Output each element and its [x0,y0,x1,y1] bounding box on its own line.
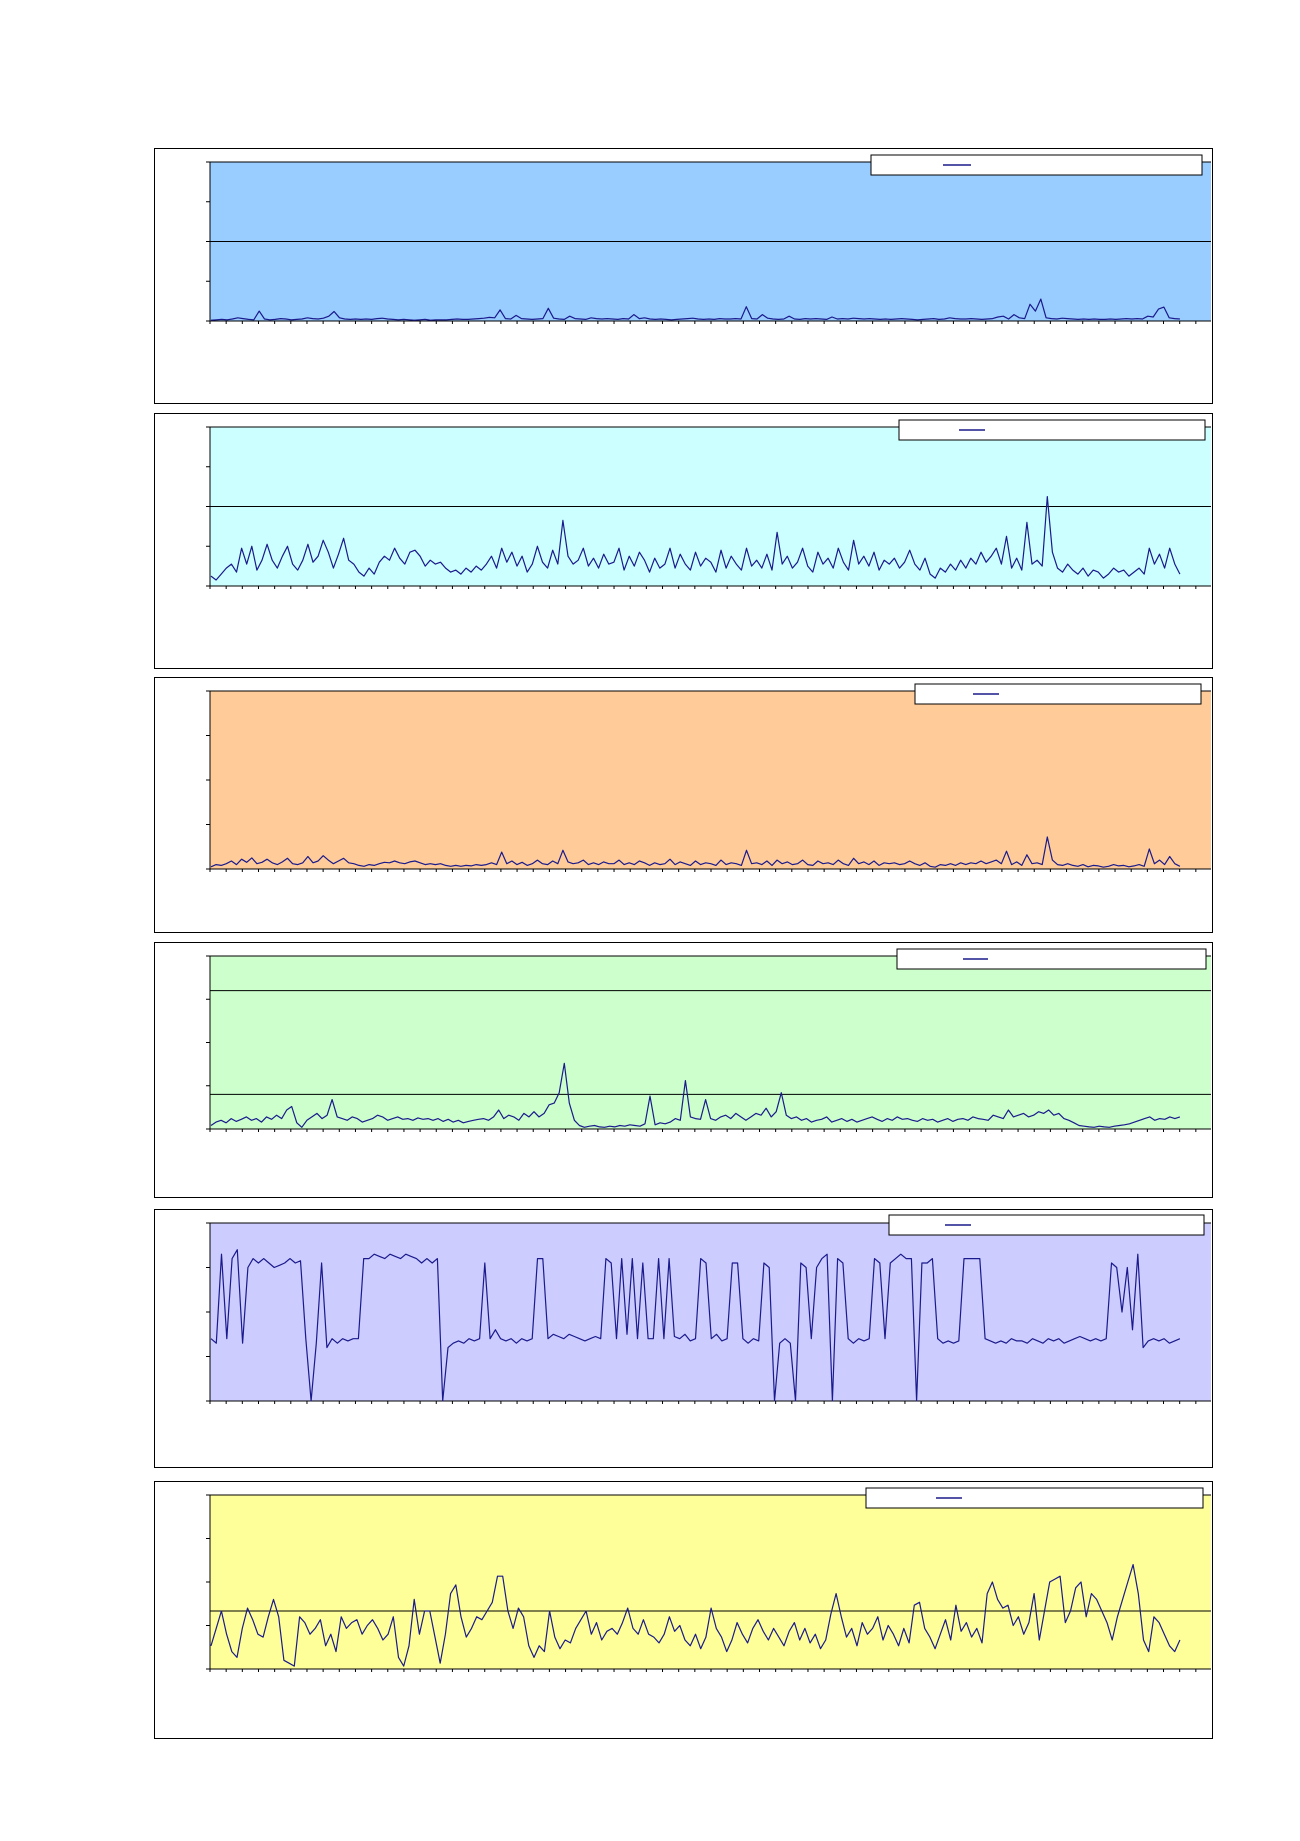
chart-2 [206,419,1211,589]
plot-area [209,955,1211,1130]
series-line [210,1563,1181,1667]
chart-panel-5 [154,1209,1213,1468]
legend-box [865,1487,1204,1509]
series-line [210,495,1181,581]
legend-box [888,1214,1205,1236]
chart-panel-2 [154,413,1213,669]
series-line [210,298,1180,321]
plot-area [209,1222,1211,1402]
legend-box [896,948,1207,970]
legend-box [898,419,1206,441]
legend-box [914,683,1202,705]
chart-panel-3 [154,677,1213,933]
chart-6 [206,1487,1211,1672]
series-line [210,836,1181,868]
series-line [210,1062,1181,1128]
plot-area [209,1494,1211,1670]
chart-panel-4 [154,942,1213,1198]
chart-4 [206,948,1211,1132]
chart-panel-6 [154,1481,1213,1739]
chart-5 [206,1214,1211,1404]
chart-panel-1 [154,148,1213,404]
plot-area [209,690,1211,870]
series-line [210,1249,1181,1402]
legend-box [870,154,1203,176]
chart-1 [206,154,1211,324]
chart-3 [206,683,1211,872]
